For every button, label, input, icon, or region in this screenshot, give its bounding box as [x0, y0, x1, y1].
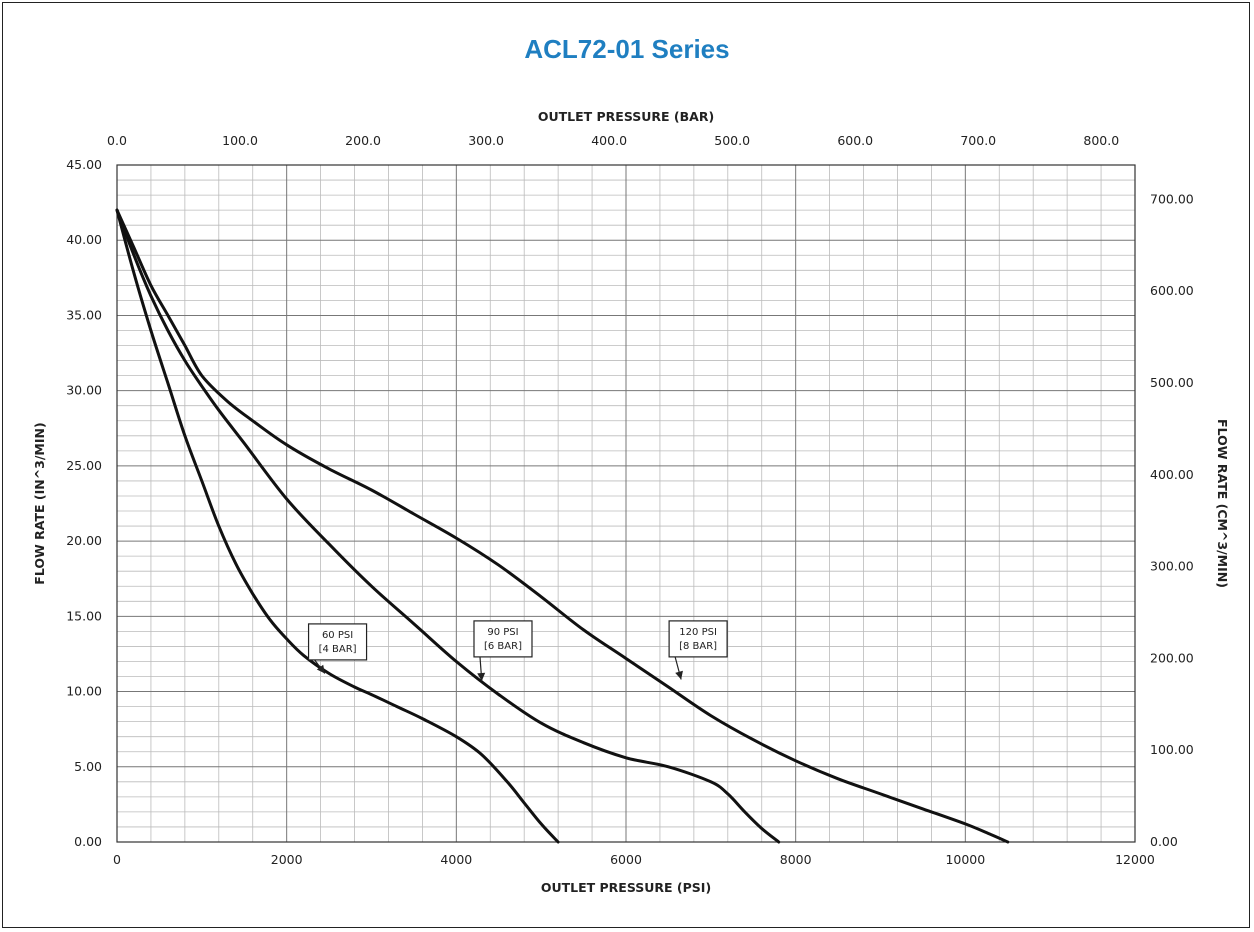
callout-label: [8 BAR]: [679, 641, 717, 652]
callout-label: 60 PSI: [322, 630, 353, 641]
callout-label: 120 PSI: [679, 627, 717, 638]
x2-tick-label: 600.0: [837, 133, 873, 148]
x2-tick-label: 0.0: [107, 133, 127, 148]
x2-tick-label: 700.0: [960, 133, 996, 148]
x2-axis-title: OUTLET PRESSURE (BAR): [538, 109, 714, 124]
y-tick-label: 40.00: [66, 232, 102, 247]
x-tick-label: 8000: [780, 852, 812, 867]
callout-box: [307, 623, 368, 661]
x-tick-label: 6000: [610, 852, 642, 867]
x-tick-label: 12000: [1115, 852, 1155, 867]
series-callouts: 60 PSI [4 BAR] 90 PSI [6 BAR] 120 PSI [8 BAR]: [307, 620, 728, 682]
y-tick-label: 25.00: [66, 458, 102, 473]
chart-title: ACL72-01 Series: [524, 34, 730, 64]
major-gridlines: [116, 164, 1136, 843]
callout-box: [668, 620, 728, 658]
x-axis-title: OUTLET PRESSURE (PSI): [541, 880, 711, 895]
x-tick-label: 0: [113, 852, 121, 867]
x2-tick-label: 800.0: [1083, 133, 1119, 148]
callout-arrowhead: [316, 664, 325, 674]
series-lines: [115, 208, 1010, 844]
y2-tick-label: 100.00: [1150, 742, 1194, 757]
y-tick-label: 10.00: [66, 684, 102, 699]
y2-tick-label: 700.00: [1150, 191, 1194, 206]
y2-tick-label: 0.00: [1150, 834, 1178, 849]
plot-area-border: [116, 164, 1136, 843]
x2-tick-label: 400.0: [591, 133, 627, 148]
y-tick-label: 0.00: [74, 834, 102, 849]
tick-labels: 0 2000 4000 6000 8000 10000 12000 0.0 100.0 200.0…: [66, 133, 1194, 867]
y2-tick-label: 500.00: [1150, 375, 1194, 390]
series-line-2: [115, 208, 781, 844]
y2-tick-label: 400.00: [1150, 467, 1194, 482]
y-tick-label: 5.00: [74, 759, 102, 774]
callout-arrowhead: [477, 672, 486, 682]
series-line-3: [115, 208, 1010, 844]
x-tick-label: 4000: [440, 852, 472, 867]
callout-label: 90 PSI: [487, 627, 518, 638]
y2-tick-label: 600.00: [1150, 283, 1194, 298]
x2-tick-label: 500.0: [714, 133, 750, 148]
x2-tick-label: 100.0: [222, 133, 258, 148]
callout-box: [473, 620, 533, 658]
y-tick-label: 45.00: [66, 157, 102, 172]
x2-tick-label: 300.0: [468, 133, 504, 148]
x-tick-label: 10000: [945, 852, 985, 867]
y2-tick-label: 300.00: [1150, 559, 1194, 574]
x-tick-label: 2000: [271, 852, 303, 867]
y-tick-label: 30.00: [66, 383, 102, 398]
y-tick-label: 35.00: [66, 307, 102, 322]
x2-tick-label: 200.0: [345, 133, 381, 148]
y-tick-label: 15.00: [66, 608, 102, 623]
callout-label: [6 BAR]: [484, 641, 522, 652]
y-tick-label: 20.00: [66, 533, 102, 548]
y2-axis-title: FLOW RATE (CM^3/MIN): [1215, 419, 1230, 588]
y2-tick-label: 200.00: [1150, 650, 1194, 665]
callout-label: [4 BAR]: [319, 644, 357, 655]
y-axis-title: FLOW RATE (IN^3/MIN): [32, 422, 47, 584]
series-line-1: [115, 208, 560, 844]
callout-arrowhead: [675, 670, 683, 680]
